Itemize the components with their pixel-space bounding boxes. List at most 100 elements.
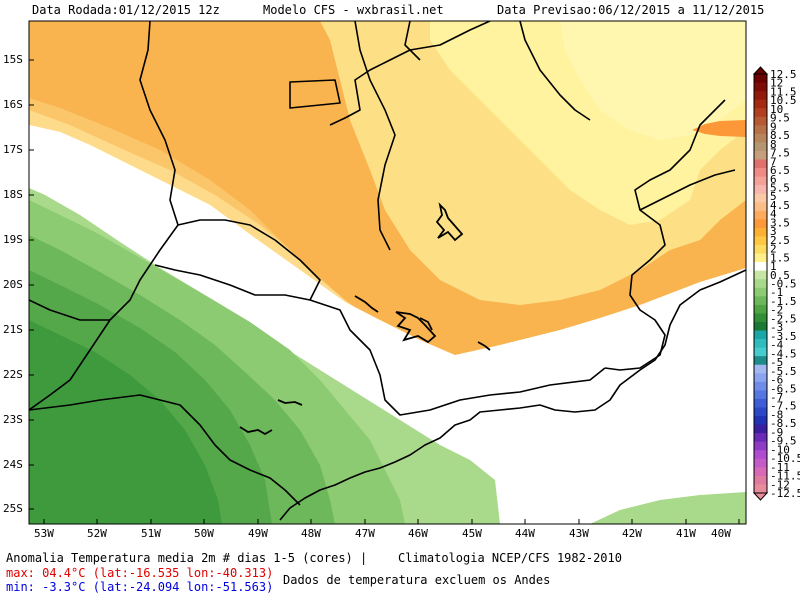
colorbar-swatch (754, 82, 767, 92)
colorbar-tick-label: 0.5 (770, 269, 790, 282)
lon-label-40w: 40W (711, 527, 731, 540)
colorbar-tick-label: 10.5 (770, 94, 797, 107)
max-anomaly-spot (692, 120, 746, 137)
lon-label-41w: 41W (676, 527, 696, 540)
colorbar-tick-label: 12.5 (770, 68, 797, 81)
lon-label-51w: 51W (141, 527, 161, 540)
colorbar-tick-label: -12 (770, 478, 790, 491)
lat-label-23s: 23S (3, 413, 23, 426)
colorbar-tick-label: -10.5 (770, 452, 800, 465)
colorbar-tick-label: 10 (770, 103, 783, 116)
coastline (279, 269, 746, 521)
lon-label-48w: 48W (301, 527, 321, 540)
colorbar-tick-label: 3.5 (770, 216, 790, 229)
colorbar-swatch (754, 150, 767, 160)
andes-note: Dados de temperatura excluem os Andes (283, 573, 551, 587)
lon-label-42w: 42W (622, 527, 642, 540)
map-frame (28, 20, 747, 525)
lat-label-18s: 18S (3, 188, 23, 201)
colorbar-swatch (754, 185, 767, 195)
colorbar-tick-label: -12.5 (770, 487, 800, 500)
colorbar-tick-label: -9 (770, 426, 783, 439)
colorbar-top-arrow (752, 66, 769, 75)
colorbar-swatch (754, 116, 767, 126)
colorbar-swatch (754, 381, 767, 391)
lon-label-46w: 46W (408, 527, 428, 540)
colorbar-tick-label: 12 (770, 77, 783, 90)
lon-ticks (43, 519, 740, 524)
lon-label-53w: 53W (34, 527, 54, 540)
colorbar-tick-label: 7.5 (770, 147, 790, 160)
colorbar-tick-label: -0.5 (770, 278, 797, 291)
colorbar-tick-label: -7.5 (770, 400, 797, 413)
colorbar-swatch (754, 74, 767, 83)
colorbar-tick-label: -3 (770, 321, 783, 334)
colorbar-swatch (754, 193, 767, 203)
lon-label-43w: 43W (569, 527, 589, 540)
colorbar-swatch (754, 296, 767, 306)
colorbar-tick-label: -2 (770, 304, 783, 317)
colorbar-tick-label: -10 (770, 443, 790, 456)
colorbar-tick-label: 6 (770, 173, 777, 186)
colorbar-tick-label: 2.5 (770, 234, 790, 247)
colorbar-tick-label: -6 (770, 374, 783, 387)
max-anomaly-text: max: 04.4°C (lat:-16.535 lon:-40.313) (6, 566, 274, 580)
colorbar-swatch (754, 364, 767, 374)
anomaly-band-neg-2.5-3 (29, 320, 222, 524)
colorbar-swatch (754, 245, 767, 254)
colorbar-tick-label: -6.5 (770, 382, 797, 395)
lat-label-15s: 15S (3, 53, 23, 66)
lat-label-24s: 24S (3, 458, 23, 471)
anomaly-band-neutral (29, 125, 746, 524)
colorbar-swatch (754, 219, 767, 229)
colorbar-swatch (754, 475, 767, 485)
colorbar-tick-label: 1.5 (770, 251, 790, 264)
colorbar-tick-label: 5.5 (770, 181, 790, 194)
colorbar-swatch (754, 330, 767, 340)
colorbar-swatch (754, 142, 767, 152)
colorbar-swatch (754, 236, 767, 246)
colorbar-tick-label: -4 (770, 339, 784, 352)
climatology-note: Climatologia NCEP/CFS 1982-2010 (398, 551, 622, 565)
lat-label-21s: 21S (3, 323, 23, 336)
colorbar-swatch (754, 262, 767, 272)
colorbar-swatch (754, 168, 767, 178)
anomaly-band-neg-green-sw (590, 492, 746, 524)
colorbar-swatch (754, 398, 767, 408)
colorbar-swatch (754, 424, 767, 434)
anomaly-band-yellow-east (560, 21, 746, 140)
lon-label-45w: 45W (462, 527, 482, 540)
colorbar-tick-label: 9.5 (770, 112, 790, 125)
colorbar-swatch (754, 270, 767, 280)
colorbar-tick-label: -7 (770, 391, 783, 404)
colorbar-tick-label: 6.5 (770, 164, 790, 177)
colorbar-tick-label: 11.5 (770, 85, 797, 98)
model-name: Modelo CFS - wxbrasil.net (263, 3, 444, 17)
colorbar-swatch (754, 253, 767, 263)
lat-label-16s: 16S (3, 98, 23, 111)
colorbar-swatch (754, 450, 767, 460)
colorbar-swatch (754, 416, 767, 425)
colorbar-tick-label: 9 (770, 120, 777, 133)
colorbar-bottom-arrow (752, 492, 769, 501)
colorbar-swatch (754, 125, 767, 135)
colorbar-tick-label: 8 (770, 138, 777, 151)
colorbar-tick-label: -1.5 (770, 295, 797, 308)
reservoirs (239, 202, 491, 436)
colorbar-swatch (754, 108, 767, 118)
temperature-anomaly-field (29, 21, 746, 524)
lon-label-47w: 47W (355, 527, 375, 540)
colorbar-tick-label: 5 (770, 190, 777, 203)
colorbar-tick-label: 3 (770, 225, 777, 238)
colorbar-swatch (754, 373, 767, 383)
lat-label-19s: 19S (3, 233, 23, 246)
colorbar-tick-label: 7 (770, 155, 777, 168)
colorbar-swatch (754, 467, 767, 477)
colorbar-swatch (754, 99, 767, 109)
colorbar-tick-label: 2 (770, 243, 777, 256)
colorbar-swatch (754, 458, 767, 468)
colorbar-tick-label: -3.5 (770, 330, 797, 343)
colorbar-swatch (754, 321, 767, 331)
colorbar-swatch (754, 441, 767, 451)
